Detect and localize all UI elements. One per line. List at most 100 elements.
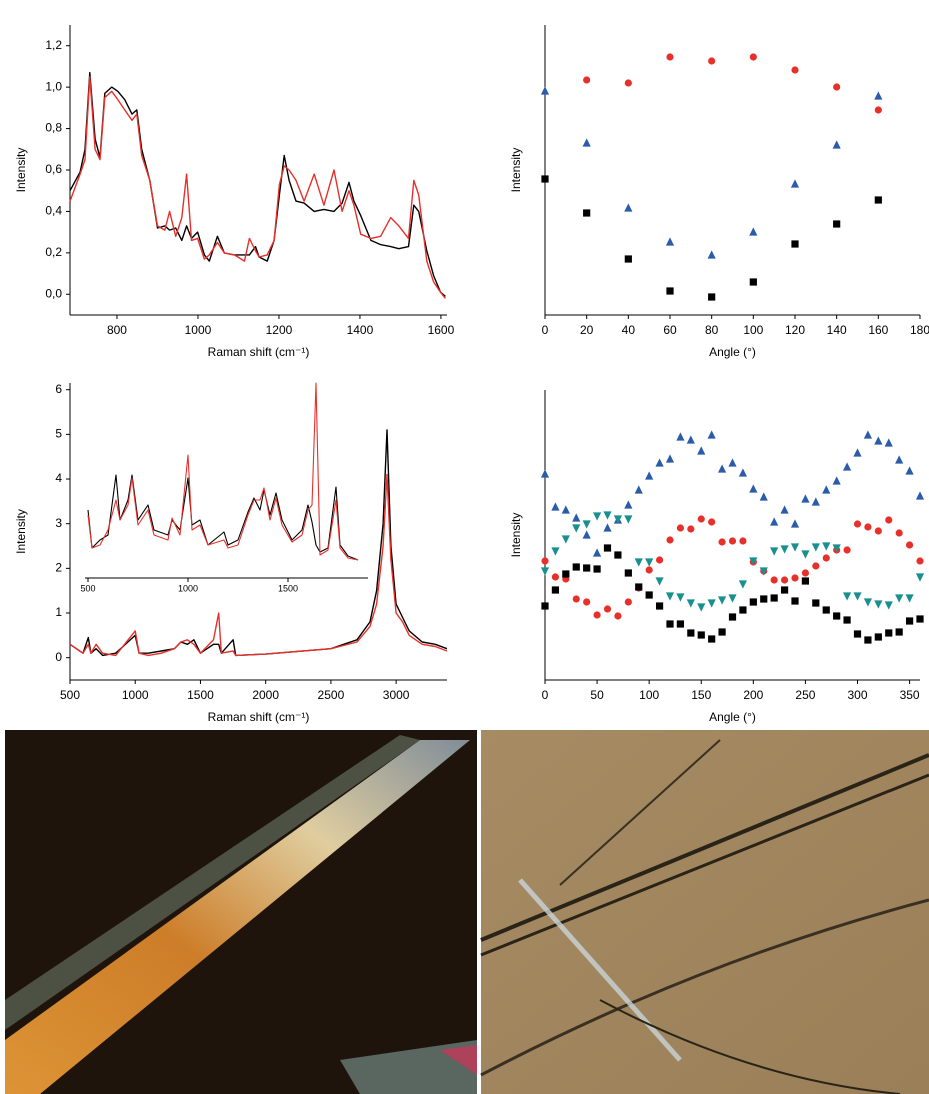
- marker: [811, 543, 820, 552]
- marker: [832, 476, 841, 485]
- y-tick-label: 5: [55, 427, 62, 441]
- marker: [707, 599, 716, 608]
- marker: [624, 203, 633, 212]
- marker: [749, 598, 757, 606]
- marker: [833, 83, 841, 91]
- marker: [812, 562, 820, 570]
- marker: [582, 530, 591, 539]
- marker: [895, 529, 903, 537]
- marker: [853, 520, 862, 528]
- marker: [687, 525, 695, 533]
- marker: [686, 435, 695, 444]
- marker: [874, 527, 882, 535]
- y-axis-label: Intensity: [509, 148, 523, 193]
- spectrum-line: [87, 474, 359, 561]
- y-tick-label: 0,6: [45, 162, 62, 176]
- x-tick-label: 100: [743, 323, 763, 337]
- marker: [666, 536, 674, 544]
- x-tick-label: 500: [60, 688, 80, 702]
- marker: [708, 518, 716, 526]
- marker: [551, 502, 560, 511]
- marker: [739, 606, 747, 614]
- marker: [572, 595, 580, 603]
- x-axis-label: Raman shift (cm⁻¹): [208, 345, 310, 359]
- marker: [739, 537, 747, 545]
- marker: [759, 492, 768, 501]
- marker: [572, 513, 581, 522]
- marker: [624, 500, 633, 509]
- marker: [614, 612, 622, 620]
- y-tick-label: 0: [55, 650, 62, 664]
- marker: [874, 633, 882, 641]
- x-axis-label: Raman shift (cm⁻¹): [208, 710, 310, 724]
- marker: [905, 617, 914, 625]
- marker: [759, 567, 768, 576]
- marker: [541, 602, 549, 610]
- x-tick-label: 1000: [122, 688, 149, 702]
- marker: [863, 598, 873, 607]
- marker: [749, 278, 757, 286]
- marker: [822, 485, 831, 494]
- marker: [645, 591, 653, 599]
- x-tick-label: 160: [868, 323, 888, 337]
- x-tick-label: 0: [542, 323, 549, 337]
- marker: [833, 220, 841, 228]
- marker: [676, 593, 685, 602]
- marker: [717, 596, 727, 605]
- marker: [708, 293, 716, 301]
- marker: [676, 524, 685, 532]
- marker: [874, 106, 882, 114]
- marker: [655, 577, 664, 586]
- x-tick-label: 80: [705, 323, 719, 337]
- x-tick-label: 2500: [318, 688, 345, 702]
- marker: [624, 515, 633, 524]
- marker: [905, 541, 914, 549]
- marker: [613, 515, 623, 524]
- y-axis-label: Intensity: [14, 148, 28, 193]
- x-axis-label: Angle (°): [709, 710, 756, 724]
- marker: [884, 601, 893, 610]
- marker: [603, 605, 612, 613]
- marker: [666, 287, 674, 295]
- marker: [645, 471, 654, 480]
- marker: [603, 511, 612, 520]
- marker: [791, 66, 799, 74]
- marker: [822, 606, 830, 614]
- x-tick-label: 1400: [347, 323, 374, 337]
- marker: [645, 566, 653, 574]
- marker: [582, 138, 591, 147]
- marker: [593, 565, 601, 573]
- marker: [572, 524, 581, 533]
- marker: [551, 573, 560, 581]
- marker: [603, 523, 612, 532]
- marker: [864, 636, 872, 644]
- marker: [833, 612, 841, 620]
- marker: [801, 550, 810, 559]
- marker: [707, 430, 716, 439]
- x-tick-label: 800: [107, 323, 127, 337]
- x-tick-label: 1500: [278, 583, 298, 593]
- marker: [665, 454, 675, 463]
- x-tick-label: 1500: [187, 688, 214, 702]
- x-tick-label: 1600: [428, 323, 455, 337]
- marker: [885, 629, 893, 637]
- y-tick-label: 2: [55, 561, 62, 575]
- marker: [718, 538, 726, 546]
- marker: [916, 615, 924, 623]
- marker: [645, 558, 654, 567]
- marker: [561, 505, 570, 514]
- marker: [915, 491, 925, 500]
- marker: [562, 570, 570, 578]
- y-tick-label: 1: [55, 605, 62, 619]
- y-tick-label: 0,4: [45, 204, 62, 218]
- marker: [874, 436, 883, 445]
- marker: [583, 209, 591, 217]
- marker: [749, 227, 758, 236]
- x-tick-label: 120: [785, 323, 805, 337]
- x-tick-label: 100: [639, 688, 659, 702]
- marker: [749, 484, 758, 493]
- marker: [655, 602, 664, 610]
- marker: [863, 430, 873, 439]
- marker: [905, 594, 914, 603]
